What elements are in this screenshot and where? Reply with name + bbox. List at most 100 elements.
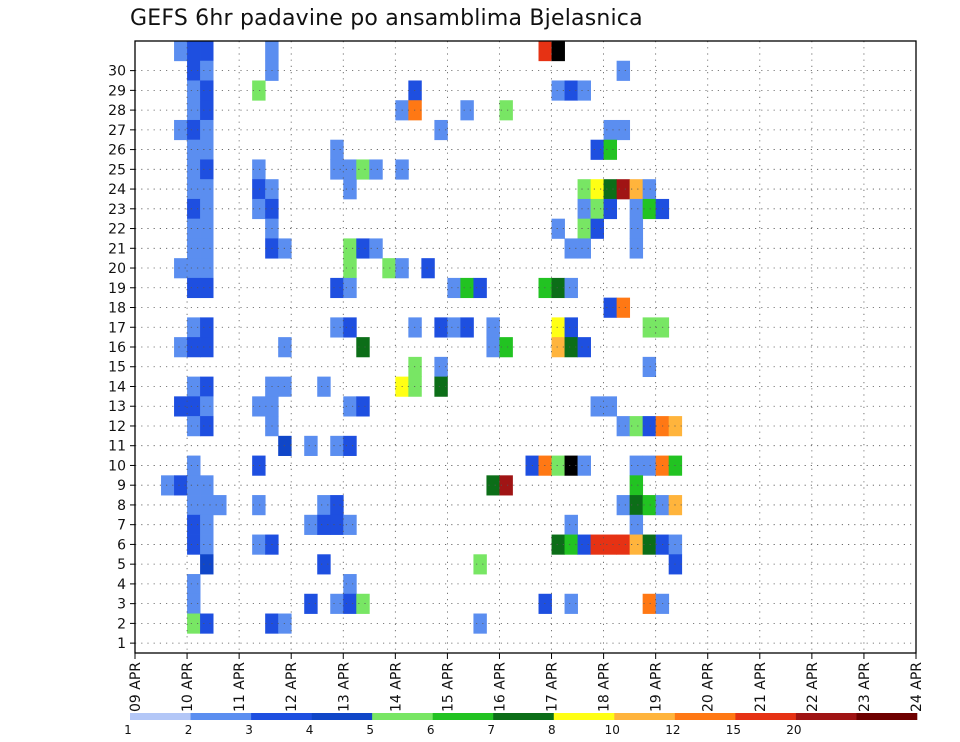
colorbar-label: 3 [245, 723, 253, 737]
heatmap-cell [486, 475, 500, 496]
colorbar-swatch [735, 713, 797, 720]
colorbar-swatch [856, 713, 918, 720]
heatmap-cell [603, 297, 618, 318]
grid-lines [134, 41, 917, 653]
x-tick-label: 20 APR [701, 662, 717, 712]
colorbar-swatch [372, 713, 433, 720]
heatmap-cell [551, 337, 565, 358]
heatmap-cell [200, 416, 214, 437]
colorbar-label: 15 [726, 723, 741, 737]
heatmap-cell [187, 475, 201, 496]
heatmap-cell [200, 475, 214, 496]
heatmap-cell [213, 495, 227, 516]
heatmap-cell [356, 396, 370, 417]
heatmap-cell [538, 41, 552, 62]
colorbar-swatch [493, 713, 555, 720]
heatmap-cell [252, 179, 266, 200]
heatmap-cell [356, 337, 370, 358]
x-tick-label: 09 APR [128, 662, 144, 712]
heatmap-cell [577, 179, 591, 200]
y-tick-label: 18 [108, 301, 126, 317]
x-tick-label: 23 APR [857, 662, 873, 712]
heatmap-cell [200, 119, 214, 141]
heatmap-cell [317, 495, 331, 516]
heatmap-cell [590, 179, 604, 200]
heatmap-cell [174, 258, 188, 279]
x-tick-label: 17 APR [545, 662, 561, 712]
y-tick-label: 15 [108, 360, 126, 376]
x-tick-label: 10 APR [180, 662, 196, 712]
heatmap-cell [317, 514, 331, 535]
heatmap-cell [434, 317, 448, 338]
heatmap-cell [603, 534, 618, 555]
heatmap-cell [330, 495, 344, 516]
heatmap-cell [629, 179, 644, 200]
heatmap-cell [174, 475, 188, 496]
heatmap-cell [200, 613, 214, 634]
heatmap-cell [187, 574, 201, 595]
heatmap-cell [642, 593, 657, 614]
x-tick-label: 13 APR [336, 662, 352, 712]
heatmap-cell [629, 495, 644, 516]
heatmap-cell [590, 218, 604, 239]
heatmap-cell [577, 198, 591, 220]
heatmap-cell [447, 277, 461, 299]
heatmap-cell [252, 396, 266, 417]
x-tick-label: 11 APR [232, 662, 248, 712]
heatmap-cell [356, 238, 370, 259]
heatmap-cell [200, 258, 214, 279]
heatmap-cell [187, 593, 201, 614]
heatmap-cell [343, 593, 357, 614]
heatmap-cell [200, 396, 214, 417]
heatmap-cell [187, 396, 201, 417]
heatmap-cell [187, 455, 201, 476]
heatmap-cell [460, 100, 474, 121]
colorbar-swatch [311, 713, 373, 720]
heatmap-cell [642, 356, 657, 378]
y-tick-label: 10 [108, 458, 126, 474]
heatmap-cell [460, 317, 474, 338]
heatmap-cell [473, 277, 487, 299]
heatmap-cell [330, 159, 344, 180]
heatmap-cell [577, 337, 591, 358]
y-tick-label: 7 [117, 518, 126, 534]
y-tick-label: 8 [117, 498, 126, 514]
y-tick-label: 9 [117, 478, 126, 494]
heatmap-cell [564, 337, 578, 358]
heatmap-cell [343, 317, 357, 338]
colorbar-label: 20 [786, 723, 801, 737]
y-tick-label: 26 [108, 143, 126, 159]
heatmap-cell [200, 139, 214, 160]
heatmap-cell [564, 80, 578, 101]
heatmap-cell [330, 435, 344, 456]
heatmap-cell [551, 277, 565, 299]
heatmap-cell [629, 475, 644, 496]
y-tick-label: 6 [117, 537, 126, 553]
y-tick-label: 2 [117, 616, 126, 632]
heatmap-cell [473, 613, 487, 634]
heatmap-cell [187, 337, 201, 358]
heatmap-cell [330, 317, 344, 338]
heatmap-cell [551, 80, 565, 101]
heatmap-cell [343, 396, 357, 417]
y-axis-ticks: 1234567891011121314151617181920212223242… [108, 64, 135, 652]
heatmap-cell [577, 534, 591, 555]
x-tick-label: 22 APR [805, 662, 821, 712]
heatmap-cell [304, 514, 318, 535]
heatmap-cell [642, 179, 657, 200]
heatmap-cell [616, 416, 631, 437]
heatmap-cell [174, 119, 188, 141]
heatmap-cell [590, 198, 604, 220]
heatmap-cell [616, 297, 631, 318]
heatmap-cell [187, 277, 201, 299]
colorbar-label: 8 [548, 723, 556, 737]
heatmap-cell [629, 198, 644, 220]
heatmap-cell [564, 317, 578, 338]
heatmap-cell [187, 60, 201, 81]
heatmap-cell [252, 80, 266, 101]
y-tick-label: 20 [108, 261, 126, 277]
y-tick-label: 5 [117, 557, 126, 573]
heatmap-cell [564, 534, 578, 555]
heatmap-cell [200, 376, 214, 397]
heatmap-cell [252, 198, 266, 220]
